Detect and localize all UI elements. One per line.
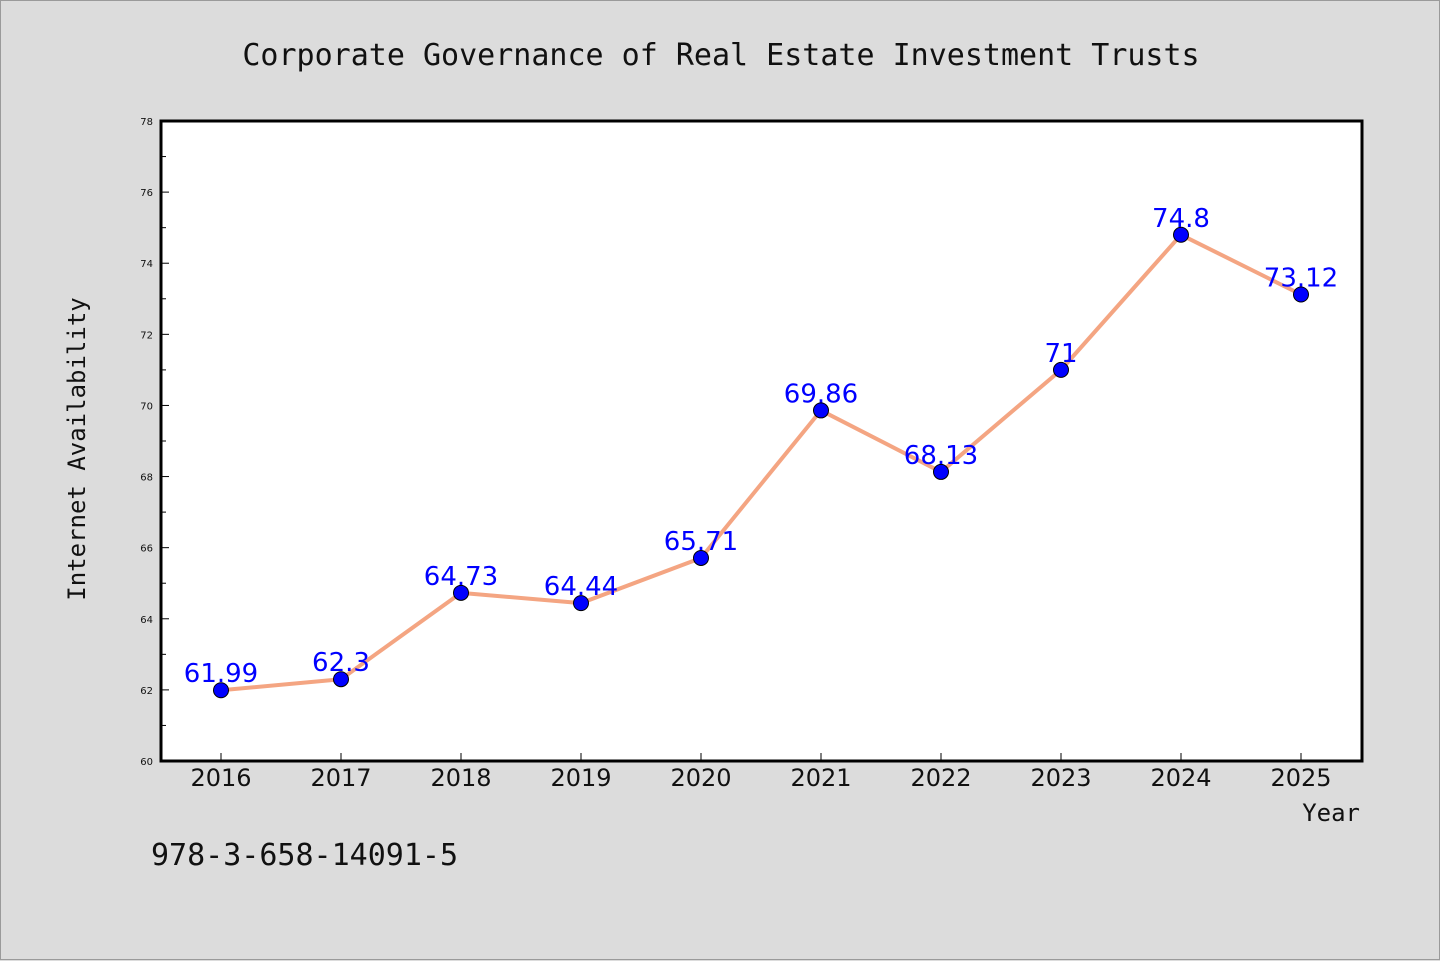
data-label: 64.44 bbox=[544, 572, 618, 602]
x-tick-label: 2025 bbox=[1270, 764, 1331, 792]
data-labels: 61.99 62.3 64.73 64.44 65.71 69.86 68.13 71 74.8… bbox=[184, 204, 1338, 689]
y-tick-label: 70 bbox=[140, 401, 153, 412]
y-axis-label: Internet Availability bbox=[63, 297, 91, 600]
x-tick-label: 2020 bbox=[670, 764, 731, 792]
x-axis-ticks: 2016 2017 2018 2019 2020 2021 2022 2023 2024 2025 bbox=[190, 753, 1332, 792]
data-point bbox=[1053, 361, 1069, 378]
x-tick-label: 2019 bbox=[550, 764, 611, 792]
series-group bbox=[213, 226, 1309, 699]
y-axis-ticks: 60 62 64 66 68 70 72 74 76 78 bbox=[140, 117, 169, 768]
data-point bbox=[1173, 226, 1189, 243]
data-label: 73.12 bbox=[1264, 264, 1338, 294]
data-point bbox=[1293, 286, 1309, 303]
data-label: 69.86 bbox=[784, 379, 858, 409]
x-tick-label: 2024 bbox=[1150, 764, 1211, 792]
x-tick-label: 2022 bbox=[910, 764, 971, 792]
x-tick-label: 2017 bbox=[310, 764, 371, 792]
y-tick-label: 72 bbox=[140, 330, 153, 341]
data-point bbox=[933, 463, 949, 480]
chart-title: Corporate Governance of Real Estate Inve… bbox=[242, 38, 1199, 73]
data-point bbox=[333, 671, 349, 688]
y-tick-label: 78 bbox=[140, 117, 153, 128]
plot-area bbox=[159, 119, 1364, 763]
data-label: 68.13 bbox=[904, 441, 978, 471]
y-tick-label: 66 bbox=[140, 544, 153, 555]
y-tick-label: 68 bbox=[140, 473, 153, 484]
data-point bbox=[813, 402, 829, 419]
data-point bbox=[453, 584, 469, 601]
data-point bbox=[693, 549, 709, 566]
x-tick-label: 2021 bbox=[790, 764, 851, 792]
data-label: 61.99 bbox=[184, 659, 258, 689]
y-tick-label: 64 bbox=[140, 615, 153, 626]
y-tick-label: 74 bbox=[140, 259, 153, 270]
data-label: 71 bbox=[1044, 339, 1077, 369]
series-line bbox=[219, 232, 1303, 693]
x-tick-label: 2018 bbox=[430, 764, 491, 792]
data-label: 62.3 bbox=[312, 648, 370, 678]
data-label: 74.8 bbox=[1152, 204, 1210, 234]
x-tick-label: 2023 bbox=[1030, 764, 1091, 792]
data-point bbox=[213, 682, 229, 699]
y-tick-label: 60 bbox=[140, 757, 153, 768]
footer-isbn: 978-3-658-14091-5 bbox=[151, 838, 458, 873]
x-tick-label: 2016 bbox=[190, 764, 251, 792]
data-label: 65.71 bbox=[664, 527, 738, 557]
data-point bbox=[573, 595, 589, 612]
data-label: 64.73 bbox=[424, 562, 498, 592]
x-axis-label: Year bbox=[1302, 799, 1360, 827]
y-tick-label: 62 bbox=[140, 686, 153, 697]
y-tick-label: 76 bbox=[140, 188, 153, 199]
